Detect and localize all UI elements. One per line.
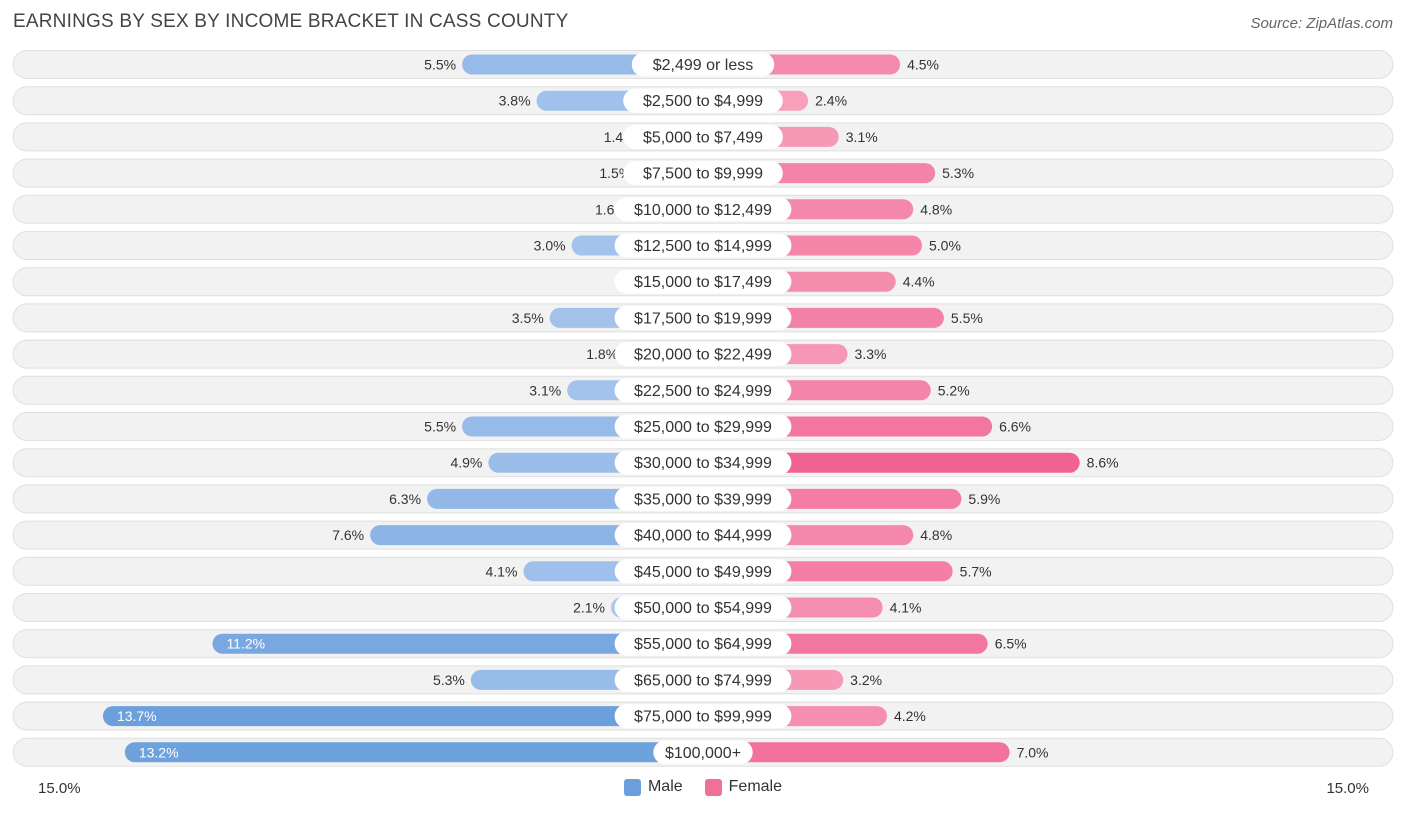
female-value-label: 5.3%	[942, 165, 974, 181]
male-value-label: 13.7%	[117, 708, 157, 724]
female-bar	[703, 452, 1080, 473]
category-label: $25,000 to $29,999	[634, 419, 772, 436]
male-value-label: 3.0%	[534, 238, 566, 254]
male-value-label: 1.8%	[586, 346, 618, 362]
category-label: $17,500 to $19,999	[634, 310, 772, 327]
category-pill	[653, 740, 753, 765]
category-pill	[614, 486, 792, 511]
category-pill	[614, 523, 792, 548]
category-pill	[623, 88, 783, 113]
category-label: $10,000 to $12,499	[634, 202, 772, 219]
category-label: $35,000 to $39,999	[634, 491, 772, 508]
category-pill	[614, 595, 792, 620]
female-value-label: 4.8%	[920, 201, 952, 217]
category-label: $100,000+	[665, 745, 741, 762]
female-value-label: 5.0%	[929, 238, 961, 254]
female-value-label: 6.6%	[999, 419, 1031, 435]
axis-left-label: 15.0%	[38, 780, 81, 797]
axis-right-label: 15.0%	[1326, 780, 1369, 797]
category-label: $2,499 or less	[653, 57, 754, 74]
legend-item-female[interactable]: Female	[704, 778, 783, 796]
female-value-label: 2.4%	[815, 93, 847, 109]
category-label: $65,000 to $74,999	[634, 672, 772, 689]
female-value-label: 3.2%	[850, 672, 882, 688]
female-value-label: 4.5%	[907, 57, 939, 73]
category-label: $50,000 to $54,999	[634, 600, 772, 617]
female-value-label: 5.7%	[960, 563, 992, 579]
male-value-label: 5.5%	[424, 419, 456, 435]
category-label: $7,500 to $9,999	[643, 166, 763, 183]
category-pill	[614, 233, 792, 258]
male-bar	[124, 742, 704, 763]
male-value-label: 1.5%	[599, 165, 631, 181]
female-value-label: 5.5%	[951, 310, 983, 326]
category-pill	[614, 197, 792, 222]
female-value-label: 3.1%	[846, 129, 878, 145]
female-value-label: 4.1%	[890, 600, 922, 616]
category-pill	[631, 52, 775, 77]
legend-item-male[interactable]: Male	[623, 778, 683, 796]
legend-swatch-female	[704, 778, 722, 796]
legend-label-male: Male	[647, 778, 683, 795]
legend-label-female: Female	[728, 778, 783, 795]
category-pill	[623, 161, 783, 186]
female-value-label: 6.5%	[995, 636, 1027, 652]
female-value-label: 4.8%	[920, 527, 952, 543]
male-value-label: 5.5%	[424, 57, 456, 73]
male-value-label: 5.3%	[433, 672, 465, 688]
male-value-label: 3.1%	[529, 382, 561, 398]
female-value-label: 8.6%	[1087, 455, 1119, 471]
category-label: $55,000 to $64,999	[634, 636, 772, 653]
male-value-label: 3.5%	[512, 310, 544, 326]
category-label: $75,000 to $99,999	[634, 709, 772, 726]
category-pill	[614, 559, 792, 584]
category-label: $40,000 to $44,999	[634, 528, 772, 545]
female-value-label: 7.0%	[1017, 744, 1049, 760]
legend-swatch-male	[623, 778, 641, 796]
category-pill	[614, 450, 792, 475]
legend: Male Female	[0, 778, 1406, 796]
male-value-label: 13.2%	[139, 744, 179, 760]
male-value-label: 3.8%	[499, 93, 531, 109]
male-value-label: 4.1%	[485, 563, 517, 579]
chart-title: EARNINGS BY SEX BY INCOME BRACKET IN CAS…	[13, 11, 569, 32]
male-value-label: 6.3%	[389, 491, 421, 507]
category-label: $20,000 to $22,499	[634, 347, 772, 364]
category-label: $22,500 to $24,999	[634, 383, 772, 400]
category-pill	[623, 124, 783, 149]
female-value-label: 4.4%	[903, 274, 935, 290]
category-pill	[614, 414, 792, 439]
male-value-label: 4.9%	[450, 455, 482, 471]
category-label: $30,000 to $34,999	[634, 455, 772, 472]
female-bar	[703, 742, 1010, 763]
category-label: $12,500 to $14,999	[634, 238, 772, 255]
female-value-label: 3.3%	[855, 346, 887, 362]
female-value-label: 5.9%	[968, 491, 1000, 507]
female-value-label: 4.2%	[894, 708, 926, 724]
male-value-label: 7.6%	[332, 527, 364, 543]
male-value-label: 2.1%	[573, 600, 605, 616]
male-bar	[102, 706, 703, 727]
female-value-label: 5.2%	[938, 382, 970, 398]
category-pill	[614, 342, 792, 367]
category-pill	[614, 378, 792, 403]
category-label: $15,000 to $17,499	[634, 274, 772, 291]
category-pill	[614, 305, 792, 330]
category-pill	[614, 269, 792, 294]
category-pill	[614, 631, 792, 656]
category-label: $5,000 to $7,499	[643, 129, 763, 146]
category-label: $45,000 to $49,999	[634, 564, 772, 581]
source-label: Source: ZipAtlas.com	[1250, 15, 1393, 32]
category-pill	[614, 667, 792, 692]
category-pill	[614, 704, 792, 729]
male-value-label: 11.2%	[226, 636, 265, 652]
male-bar	[212, 633, 703, 654]
category-label: $2,500 to $4,999	[643, 93, 763, 110]
